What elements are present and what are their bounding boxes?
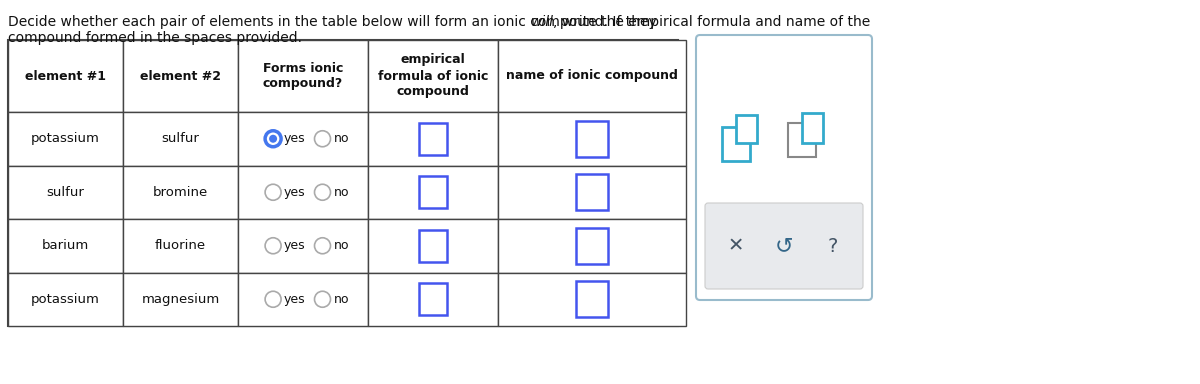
Bar [802, 113, 823, 143]
FancyBboxPatch shape [706, 203, 863, 289]
Bar [8, 40, 678, 326]
Text: yes: yes [284, 132, 306, 145]
FancyBboxPatch shape [696, 35, 872, 300]
Bar [576, 281, 608, 317]
Bar [8, 219, 124, 273]
Bar [124, 166, 238, 219]
Bar [498, 219, 686, 273]
Bar [736, 115, 757, 143]
Bar [238, 112, 368, 166]
Bar [238, 166, 368, 219]
Circle shape [269, 135, 277, 143]
Text: ↺: ↺ [775, 236, 793, 256]
Bar [368, 219, 498, 273]
Bar [498, 166, 686, 219]
Bar [368, 166, 498, 219]
Text: potassium: potassium [31, 293, 100, 306]
Circle shape [265, 291, 281, 307]
Text: yes: yes [284, 293, 306, 306]
Text: yes: yes [284, 239, 306, 252]
Text: name of ionic compound: name of ionic compound [506, 70, 678, 83]
Text: magnesium: magnesium [142, 293, 220, 306]
Bar [124, 40, 238, 112]
Bar [788, 123, 816, 157]
Text: ?: ? [828, 237, 838, 255]
Text: will: will [530, 15, 553, 29]
Text: , write the empirical formula and name of the: , write the empirical formula and name o… [553, 15, 870, 29]
Text: Forms ionic
compound?: Forms ionic compound? [263, 61, 343, 91]
Text: compound formed in the spaces provided.: compound formed in the spaces provided. [8, 31, 302, 45]
Bar [368, 112, 498, 166]
Bar [368, 273, 498, 326]
Circle shape [314, 291, 330, 307]
Text: fluorine: fluorine [155, 239, 206, 252]
Text: potassium: potassium [31, 132, 100, 145]
Text: no: no [334, 186, 349, 199]
Text: bromine: bromine [152, 186, 208, 199]
Circle shape [314, 131, 330, 147]
Text: barium: barium [42, 239, 89, 252]
Bar [8, 40, 124, 112]
Text: no: no [334, 132, 349, 145]
Text: sulfur: sulfur [162, 132, 199, 145]
Circle shape [265, 184, 281, 200]
Bar [498, 273, 686, 326]
Text: element #1: element #1 [25, 70, 106, 83]
Bar [238, 273, 368, 326]
Text: Decide whether each pair of elements in the table below will form an ionic compo: Decide whether each pair of elements in … [8, 15, 661, 29]
Bar [419, 123, 446, 155]
Text: yes: yes [284, 186, 306, 199]
Bar [238, 40, 368, 112]
Text: no: no [334, 293, 349, 306]
Bar [368, 40, 498, 112]
Circle shape [265, 238, 281, 254]
Bar [8, 166, 124, 219]
Bar [419, 283, 446, 315]
Bar [238, 219, 368, 273]
Bar [124, 219, 238, 273]
Text: ✕: ✕ [727, 237, 744, 255]
Bar [576, 121, 608, 157]
Bar [576, 174, 608, 210]
Bar [576, 228, 608, 264]
Bar [124, 273, 238, 326]
Bar [498, 112, 686, 166]
Bar [124, 112, 238, 166]
Bar [419, 230, 446, 262]
Text: no: no [334, 239, 349, 252]
Circle shape [314, 238, 330, 254]
Text: empirical
formula of ionic
compound: empirical formula of ionic compound [378, 53, 488, 99]
Bar [8, 112, 124, 166]
Bar [419, 176, 446, 208]
Bar [722, 127, 750, 161]
Circle shape [314, 184, 330, 200]
Text: sulfur: sulfur [47, 186, 84, 199]
Bar [8, 273, 124, 326]
Circle shape [265, 131, 281, 147]
Text: element #2: element #2 [140, 70, 221, 83]
Bar [498, 40, 686, 112]
